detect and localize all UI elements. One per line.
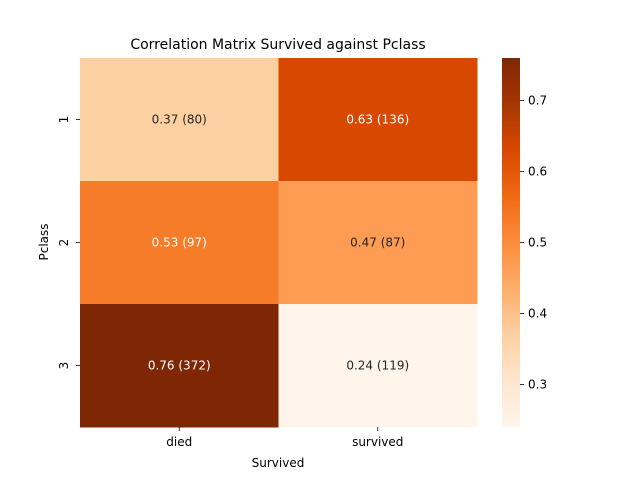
colorbar: 0.3 0.4 0.5 0.6 0.7: [502, 58, 547, 427]
y-tick-label: 3: [57, 362, 71, 370]
colorbar-tick-label: 0.3: [528, 377, 547, 391]
heatmap-cell: [80, 181, 279, 305]
heatmap-cell: [278, 304, 478, 428]
cell-annotation: 0.47 (87): [350, 236, 405, 250]
heatmap-cell: [278, 58, 478, 182]
heatmap-cell: [80, 58, 279, 182]
cell-annotation: 0.37 (80): [152, 113, 207, 127]
colorbar-gradient: [502, 58, 520, 427]
colorbar-tick-label: 0.5: [528, 236, 547, 250]
colorbar-tick-label: 0.7: [528, 94, 547, 108]
heatmap-cell: [278, 181, 478, 305]
y-tick-label: 2: [57, 239, 71, 247]
y-tick-label: 1: [57, 116, 71, 124]
x-axis-label: Survived: [252, 456, 305, 470]
x-tick-label: survived: [352, 435, 403, 449]
x-tick-label: died: [166, 435, 192, 449]
cell-annotation: 0.53 (97): [152, 236, 207, 250]
y-axis-label: Pclass: [37, 223, 51, 260]
cell-annotation: 0.24 (119): [346, 359, 409, 373]
colorbar-tick-label: 0.4: [528, 306, 547, 320]
heatmap-cell: [80, 304, 279, 428]
chart-title: Correlation Matrix Survived against Pcla…: [130, 37, 425, 53]
colorbar-tick-label: 0.6: [528, 165, 547, 179]
cell-annotation: 0.76 (372): [148, 359, 211, 373]
cell-annotation: 0.63 (136): [346, 113, 409, 127]
